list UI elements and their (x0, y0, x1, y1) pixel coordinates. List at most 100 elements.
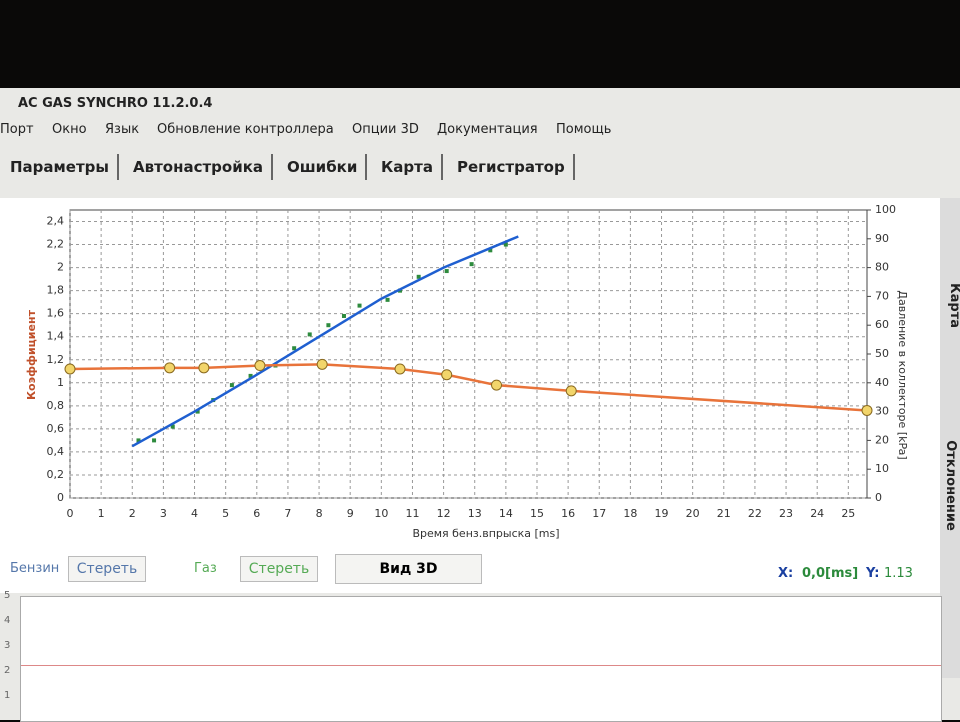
menu-item[interactable]: Помощь (556, 122, 612, 137)
menu-item[interactable]: Документация (437, 122, 538, 137)
y-tick-label: 2,2 (47, 238, 65, 251)
x-axis-title: Время бенз.впрыска [ms] (412, 527, 559, 540)
tab[interactable]: Параметры (2, 154, 119, 180)
y2-tick-label: 30 (875, 405, 889, 418)
clear-button[interactable]: Стереть (68, 556, 146, 582)
lower-line (21, 665, 941, 666)
y-readout-label: Y: (866, 566, 880, 581)
scatter-point (136, 438, 141, 443)
series-marker (491, 379, 503, 391)
y2-tick-label: 60 (875, 318, 889, 331)
series-marker (565, 385, 577, 397)
side-panel (940, 198, 960, 678)
series-marker (394, 363, 406, 375)
series-line (131, 235, 519, 448)
y2-tick-label: 90 (875, 232, 889, 245)
lower-tick-label: 2 (4, 665, 11, 676)
y2-tick-label: 0 (875, 491, 882, 504)
x-tick-label: 1 (98, 507, 105, 520)
y-tick-label: 1,2 (47, 353, 65, 366)
y-readout: 1.13 (884, 566, 913, 581)
scatter-point (488, 248, 493, 253)
scatter-point (469, 262, 474, 267)
x-tick-label: 10 (374, 507, 388, 520)
series-marker (198, 362, 210, 374)
y2-tick-label: 50 (875, 347, 889, 360)
series-marker (316, 358, 328, 370)
plot-area (69, 209, 868, 499)
y2-tick-label: 80 (875, 261, 889, 274)
scatter-point (248, 373, 253, 378)
series-marker (861, 404, 873, 416)
scatter-point (357, 303, 362, 308)
lower-tick-label: 1 (4, 690, 11, 701)
tab[interactable]: Регистратор (449, 154, 575, 180)
x-tick-label: 3 (160, 507, 167, 520)
y-tick-label: 1 (57, 376, 64, 389)
series-marker (164, 362, 176, 374)
menu-item[interactable]: Порт (0, 122, 34, 137)
series-marker (441, 369, 453, 381)
scatter-point (307, 332, 312, 337)
x-tick-label: 13 (468, 507, 482, 520)
x-tick-label: 4 (191, 507, 198, 520)
y-tick-label: 0,8 (47, 399, 65, 412)
y-tick-label: 1,4 (47, 330, 65, 343)
clear-button[interactable]: Стереть (240, 556, 318, 582)
y-tick-label: 0,6 (47, 422, 65, 435)
x-tick-label: 21 (717, 507, 731, 520)
y2-tick-label: 40 (875, 376, 889, 389)
tab[interactable]: Автонастройка (125, 154, 274, 180)
x-readout: 0,0[ms] (802, 566, 859, 581)
y2-axis-title: Давление в коллекторе [kPa] (896, 290, 909, 459)
x-tick-label: 22 (748, 507, 762, 520)
scatter-point (416, 274, 421, 279)
series-marker (64, 363, 76, 375)
tab[interactable]: Карта (373, 154, 443, 180)
lower-panel (20, 596, 942, 722)
x-tick-label: 9 (347, 507, 354, 520)
menu-item[interactable]: Опции 3D (352, 122, 419, 137)
scatter-point (503, 242, 508, 247)
x-tick-label: 5 (222, 507, 229, 520)
lower-tick-label: 5 (4, 590, 11, 601)
x-tick-label: 11 (405, 507, 419, 520)
x-tick-label: 24 (810, 507, 824, 520)
tab[interactable]: Ошибки (279, 154, 368, 180)
x-tick-label: 12 (437, 507, 451, 520)
menu-item[interactable]: Обновление контроллера (157, 122, 334, 137)
menu-item[interactable]: Окно (52, 122, 87, 137)
scatter-point (444, 269, 449, 274)
series-marker (254, 360, 266, 372)
y-tick-label: 0,4 (47, 445, 65, 458)
x-tick-label: 23 (779, 507, 793, 520)
x-tick-label: 25 (841, 507, 855, 520)
y2-tick-label: 70 (875, 289, 889, 302)
x-tick-label: 7 (284, 507, 291, 520)
x-tick-label: 2 (129, 507, 136, 520)
y2-tick-label: 100 (875, 203, 896, 216)
x-tick-label: 15 (530, 507, 544, 520)
x-tick-label: 16 (561, 507, 575, 520)
y-axis-title: Коэффициент (25, 309, 38, 400)
menu-item[interactable]: Язык (105, 122, 140, 137)
x-tick-label: 19 (655, 507, 669, 520)
x-tick-label: 20 (686, 507, 700, 520)
y-tick-label: 2,4 (47, 215, 65, 228)
x-tick-label: 0 (67, 507, 74, 520)
y2-tick-label: 20 (875, 433, 889, 446)
scatter-point (152, 438, 157, 443)
y-tick-label: 1,6 (47, 307, 65, 320)
scatter-point (385, 297, 390, 302)
x-tick-label: 18 (623, 507, 637, 520)
x-tick-label: 6 (253, 507, 260, 520)
scatter-point (326, 323, 331, 328)
y-tick-label: 0,2 (47, 468, 65, 481)
x-tick-label: 8 (316, 507, 323, 520)
lower-tick-label: 3 (4, 640, 11, 651)
view3d-button[interactable]: Вид 3D (335, 554, 482, 584)
scatter-point (341, 313, 346, 318)
y-tick-label: 1,8 (47, 284, 65, 297)
gas-label: Газ (194, 561, 217, 576)
